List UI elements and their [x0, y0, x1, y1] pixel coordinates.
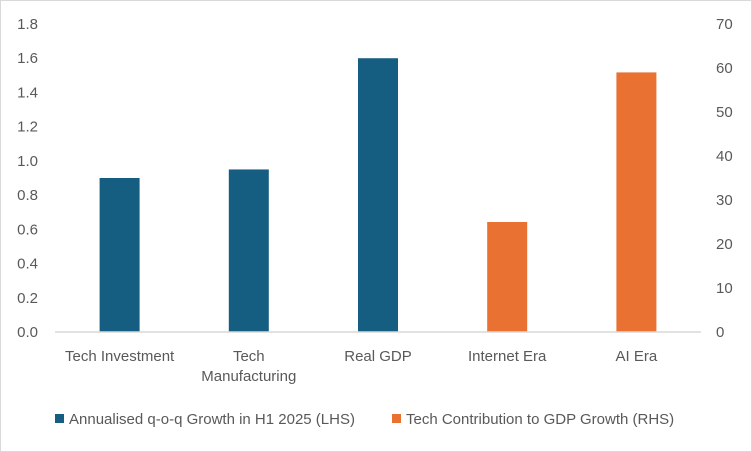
left-axis-tick-label: 0.4: [17, 256, 38, 273]
right-axis-tick-label: 20: [716, 236, 733, 253]
left-axis-tick-label: 1.2: [17, 119, 38, 136]
bar-tech-manufacturing: [228, 169, 269, 332]
right-axis-tick-label: 60: [716, 60, 733, 77]
right-axis-tick-label: 40: [716, 148, 733, 165]
x-axis-category-label: Tech Investment: [65, 348, 175, 365]
bar-ai-era: [616, 72, 657, 333]
bar-tech-investment: [99, 178, 140, 332]
right-axis-tick-label: 0: [716, 324, 724, 341]
left-axis-tick-label: 1.6: [17, 50, 38, 67]
right-axis-tick-label: 50: [716, 104, 733, 121]
bar-internet-era: [487, 222, 528, 332]
x-axis-category-label: AI Era: [616, 348, 658, 365]
right-axis-tick-label: 70: [716, 16, 733, 33]
x-axis-category-label: Tech Manufacturing: [201, 348, 296, 385]
left-axis-tick-label: 1.8: [17, 16, 38, 33]
legend-swatch: [55, 414, 64, 423]
x-axis-category-label: Real GDP: [344, 348, 412, 365]
x-axis-category-label: Internet Era: [468, 348, 547, 365]
bar-real-gdp: [358, 58, 398, 332]
right-axis-tick-label: 10: [716, 280, 733, 297]
legend-label: Annualised q-o-q Growth in H1 2025 (LHS): [69, 411, 355, 428]
left-axis-tick-label: 0.2: [17, 290, 38, 307]
left-axis-tick-label: 0.0: [17, 324, 38, 341]
left-axis-tick-label: 1.4: [17, 84, 38, 101]
right-axis-tick-label: 30: [716, 192, 733, 209]
left-axis-tick-label: 0.6: [17, 221, 38, 238]
left-axis-tick-label: 0.8: [17, 187, 38, 204]
left-axis-tick-label: 1.0: [17, 153, 38, 170]
legend-label: Tech Contribution to GDP Growth (RHS): [406, 411, 674, 428]
legend-swatch: [392, 414, 401, 423]
